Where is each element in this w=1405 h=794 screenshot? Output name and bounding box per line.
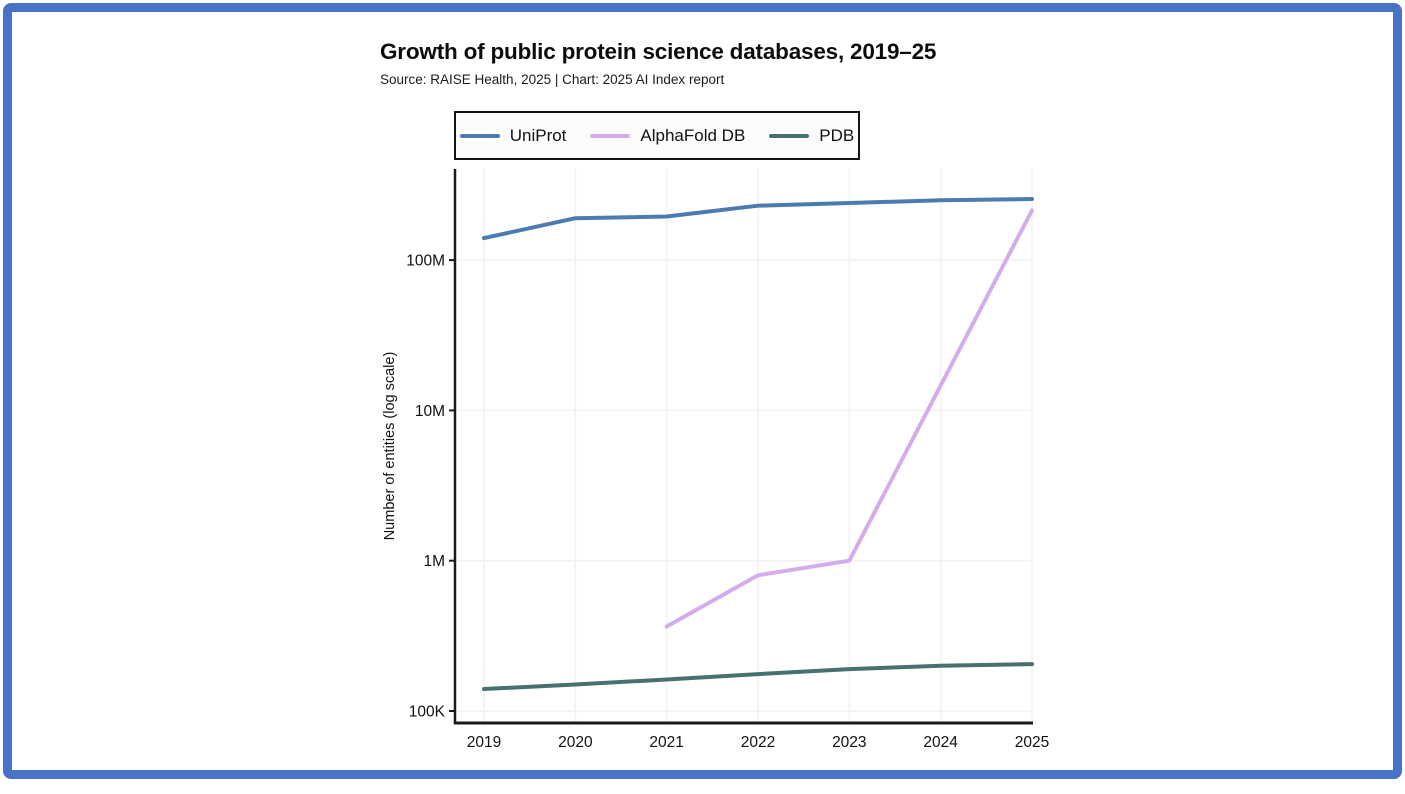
y-tick-label: 100K [409,703,446,720]
x-tick-label: 2025 [1015,734,1049,751]
y-tick-label: 10M [415,403,445,420]
title-block: Growth of public protein science databas… [380,38,936,87]
x-tick-label: 2024 [923,734,958,751]
legend-item-alphafold-db: AlphaFold DB [590,126,745,146]
legend-item-pdb: PDB [769,126,854,146]
legend-swatch-icon [590,133,631,138]
x-tick-label: 2023 [832,734,866,751]
legend-label: PDB [819,125,855,145]
x-tick-label: 2022 [741,734,775,751]
legend-item-uniprot: UniProt [459,125,567,146]
y-axis-title: Number of entities (log scale) [382,352,398,541]
series-line-uniprot [482,197,1034,241]
outer-blue-frame: Growth of public protein science databas… [3,3,1402,779]
y-tick-label: 100M [406,253,445,270]
legend-swatch-icon [769,133,810,138]
line-chart: 100K 1M 10M 100M 2019 2020 2021 2022 2023 2024 202… [382,169,1049,751]
y-tick-label: 1M [423,553,445,570]
legend: UniProt AlphaFold DB PDB [454,111,860,160]
legend-label: AlphaFold DB [640,125,746,145]
chart-title: Growth of public protein science databas… [380,39,937,64]
x-tick-label: 2021 [649,734,683,751]
x-tick-label: 2020 [558,734,593,751]
series-line-pdb [482,662,1034,691]
series-line-alphafold-db [664,208,1034,629]
legend-swatch-icon [459,133,500,138]
chart-subtitle: Source: RAISE Health, 2025 | Chart: 2025… [380,72,725,87]
x-tick-label: 2019 [467,734,501,751]
legend-label: UniProt [509,125,567,145]
